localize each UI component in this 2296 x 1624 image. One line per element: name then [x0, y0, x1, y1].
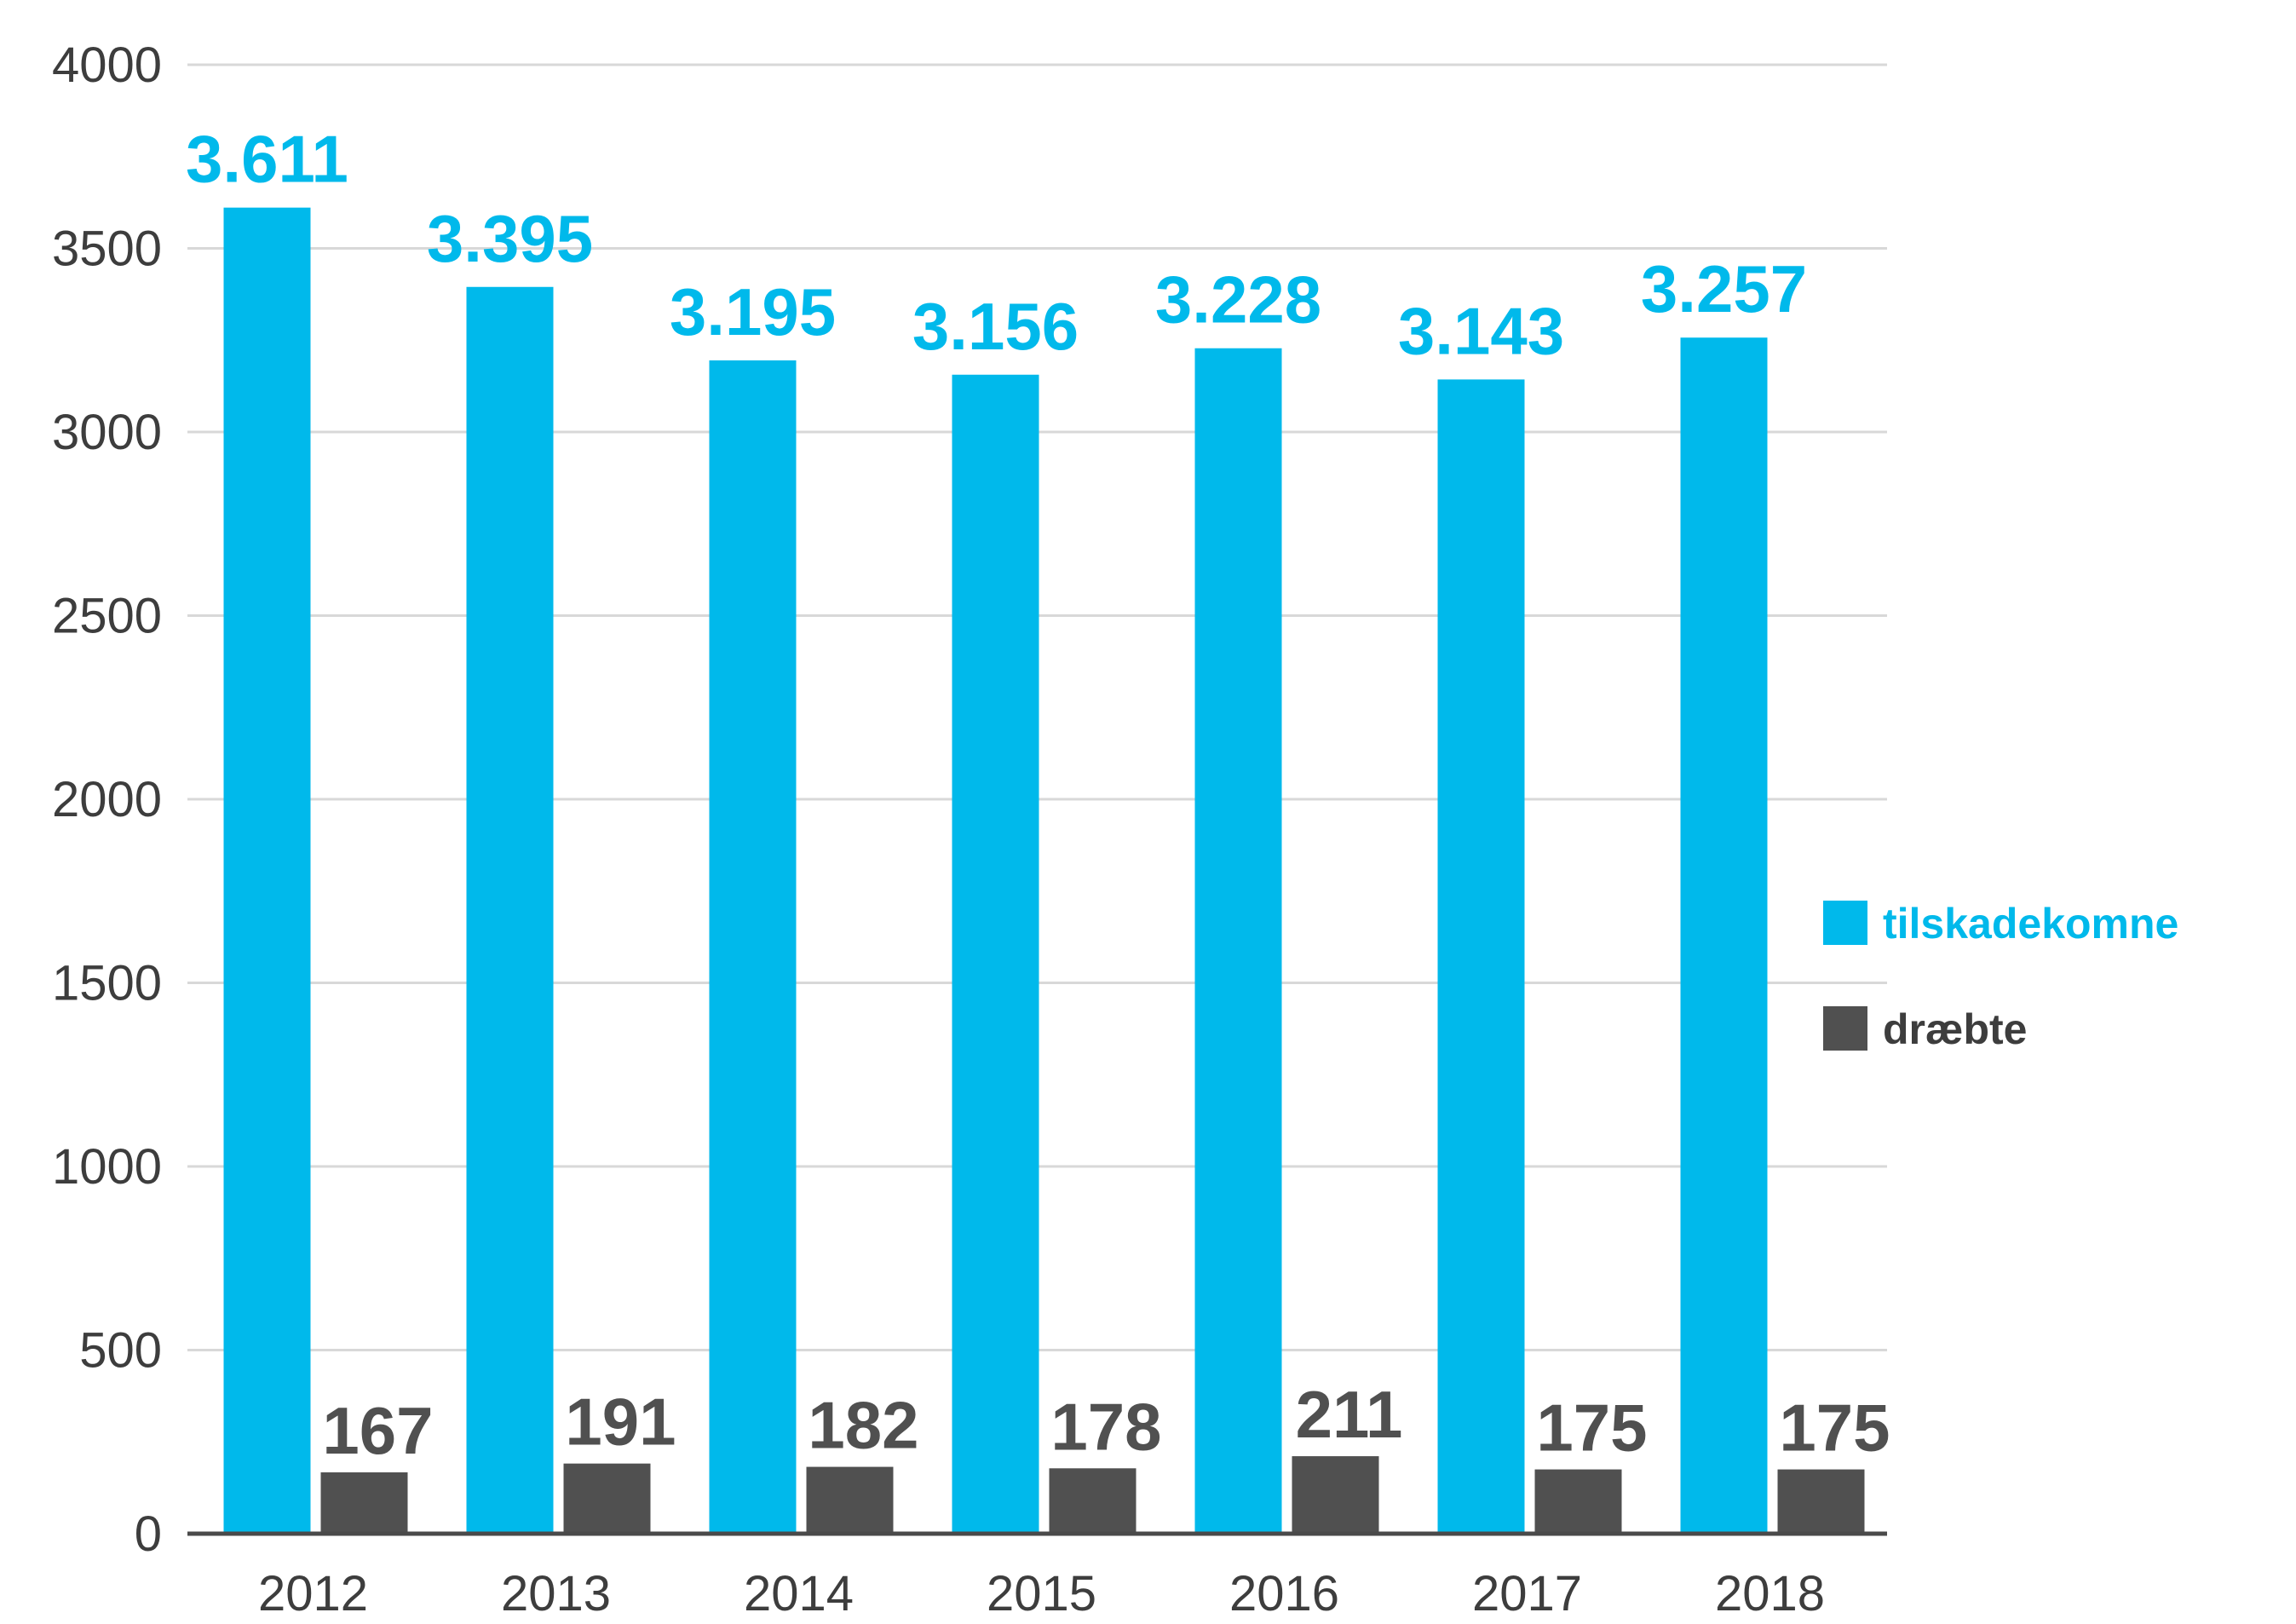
bar-draebte-2017 [1534, 1469, 1622, 1534]
y-tick-label: 3500 [52, 222, 162, 277]
y-axis-ticks: 0 500 1000 1500 2000 2500 3000 3500 4000 [52, 37, 162, 1562]
x-tick-label: 2017 [1472, 1566, 1582, 1621]
y-tick-label: 1500 [52, 956, 162, 1011]
legend-label-tilskadekomne: tilskadekomne [1883, 900, 2178, 947]
value-label-tilskadekomne-2015: 3.156 [912, 289, 1079, 364]
legend-label-draebte: dræbte [1883, 1005, 2027, 1053]
bar-tilskadekomne-2014 [709, 360, 797, 1535]
bar-tilskadekomne-2017 [1437, 379, 1525, 1535]
bar-draebte-2013 [563, 1463, 651, 1534]
legend-swatch-draebte [1823, 1006, 1867, 1051]
value-label-draebte-2015: 178 [1050, 1389, 1161, 1464]
value-label-tilskadekomne-2016: 3.228 [1155, 262, 1321, 337]
bar-tilskadekomne-2013 [466, 286, 554, 1534]
y-tick-label: 500 [79, 1323, 162, 1379]
x-tick-label: 2012 [258, 1566, 368, 1621]
value-label-draebte-2013: 191 [565, 1385, 676, 1460]
value-label-draebte-2017: 175 [1536, 1391, 1647, 1466]
value-label-tilskadekomne-2017: 3.143 [1398, 293, 1564, 368]
value-label-draebte-2016: 211 [1296, 1377, 1403, 1452]
bars [223, 207, 1865, 1535]
y-tick-label: 0 [135, 1506, 162, 1562]
bar-tilskadekomne-2012 [223, 207, 311, 1535]
y-tick-label: 2500 [52, 589, 162, 644]
bar-tilskadekomne-2015 [952, 374, 1039, 1534]
bar-draebte-2014 [806, 1466, 894, 1534]
value-labels: 3.611 167 3.395 191 3.195 182 3.156 178 3.228 211… [186, 122, 1890, 1468]
value-label-draebte-2012: 167 [322, 1393, 433, 1468]
value-label-tilskadekomne-2012: 3.611 [186, 122, 348, 197]
x-tick-label: 2014 [744, 1566, 854, 1621]
x-tick-label: 2015 [987, 1566, 1096, 1621]
value-label-tilskadekomne-2014: 3.195 [670, 274, 836, 349]
bar-draebte-2015 [1049, 1468, 1136, 1534]
value-label-tilskadekomne-2018: 3.257 [1641, 251, 1807, 326]
bar-tilskadekomne-2018 [1680, 337, 1768, 1534]
x-tick-label: 2013 [501, 1566, 611, 1621]
legend: tilskadekomne dræbte [1823, 900, 2178, 1053]
x-tick-label: 2016 [1229, 1566, 1339, 1621]
bar-draebte-2016 [1292, 1456, 1379, 1534]
x-axis-ticks: 2012 2013 2014 2015 2016 2017 2018 [258, 1566, 1825, 1621]
value-label-draebte-2014: 182 [808, 1388, 918, 1463]
value-label-draebte-2018: 175 [1779, 1391, 1890, 1466]
bar-draebte-2018 [1777, 1469, 1865, 1534]
bar-draebte-2012 [320, 1472, 408, 1534]
y-tick-label: 3000 [52, 405, 162, 460]
value-label-tilskadekomne-2013: 3.395 [427, 201, 593, 276]
y-tick-label: 2000 [52, 772, 162, 827]
y-tick-label: 4000 [52, 37, 162, 93]
bar-tilskadekomne-2016 [1194, 348, 1282, 1535]
legend-swatch-tilskadekomne [1823, 901, 1867, 945]
x-tick-label: 2018 [1715, 1566, 1825, 1621]
y-tick-label: 1000 [52, 1139, 162, 1195]
